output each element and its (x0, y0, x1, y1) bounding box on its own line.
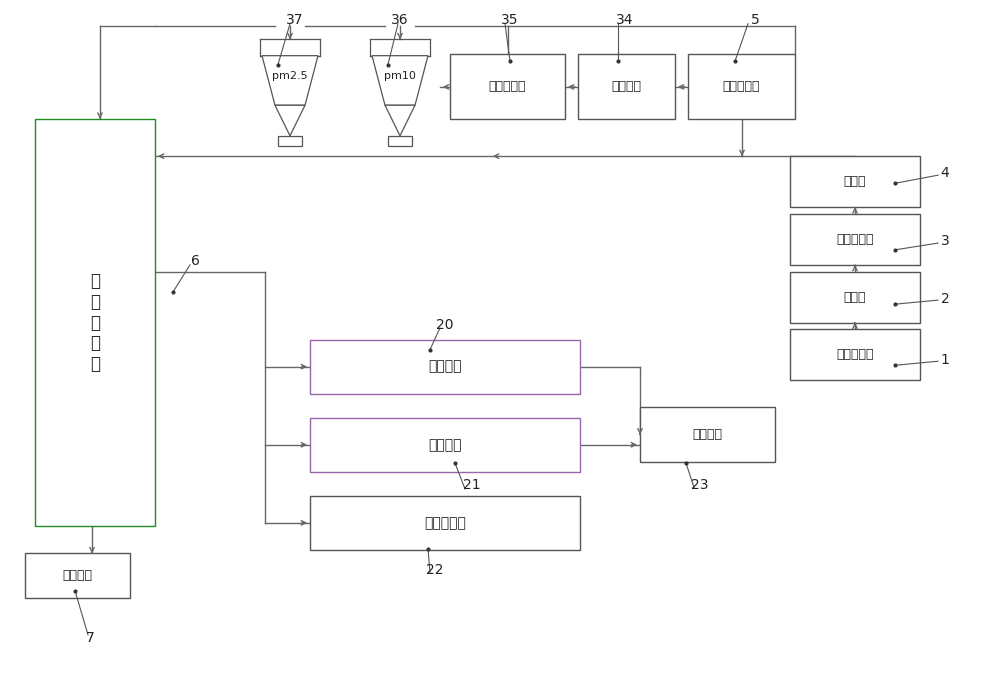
Bar (388, 136, 412, 146)
Text: 采样装置: 采样装置 (692, 428, 722, 441)
Polygon shape (262, 56, 318, 105)
Bar (790, 329, 920, 380)
Text: 空气压缩机: 空气压缩机 (836, 348, 874, 361)
Text: 35: 35 (501, 14, 519, 27)
Text: 4: 4 (941, 166, 949, 180)
Text: 加热装置: 加热装置 (612, 80, 642, 93)
Text: 冷干机: 冷干机 (844, 291, 866, 304)
Text: 缓冲罐: 缓冲罐 (844, 175, 866, 188)
Text: 第二滤膜: 第二滤膜 (428, 438, 462, 452)
Polygon shape (275, 105, 305, 136)
Bar (450, 54, 565, 119)
Text: 5: 5 (751, 14, 759, 27)
Bar (640, 407, 775, 462)
Bar (310, 496, 580, 550)
Text: 被标定仪器: 被标定仪器 (424, 516, 466, 530)
Bar (790, 214, 920, 265)
Text: 3: 3 (941, 234, 949, 248)
Text: 7: 7 (86, 631, 94, 645)
Polygon shape (372, 56, 428, 105)
Text: 22: 22 (426, 564, 444, 577)
Text: 1: 1 (941, 353, 949, 367)
Text: 均
匀
混
合
箱: 均 匀 混 合 箱 (90, 272, 100, 373)
Text: 37: 37 (286, 14, 304, 27)
Text: 6: 6 (191, 255, 199, 268)
Text: 除尘装置: 除尘装置 (62, 569, 92, 582)
Text: 粉尘发生器: 粉尘发生器 (723, 80, 760, 93)
Bar (310, 340, 580, 394)
Text: 23: 23 (691, 479, 709, 492)
Bar (25, 553, 130, 598)
Text: 静电中和器: 静电中和器 (489, 80, 526, 93)
Bar (278, 136, 302, 146)
Bar (35, 119, 155, 526)
Text: 三级过滤器: 三级过滤器 (836, 233, 874, 246)
Bar (688, 54, 795, 119)
Text: 第一滤膜: 第一滤膜 (428, 360, 462, 373)
Bar (578, 54, 675, 119)
Text: pm2.5: pm2.5 (272, 71, 308, 81)
Text: 34: 34 (616, 14, 634, 27)
Text: pm10: pm10 (384, 71, 416, 81)
Bar (310, 418, 580, 472)
Text: 20: 20 (436, 318, 454, 331)
Text: 21: 21 (463, 479, 481, 492)
Bar (790, 272, 920, 323)
Bar (790, 156, 920, 207)
Text: 36: 36 (391, 14, 409, 27)
Text: 2: 2 (941, 292, 949, 306)
Polygon shape (385, 105, 415, 136)
